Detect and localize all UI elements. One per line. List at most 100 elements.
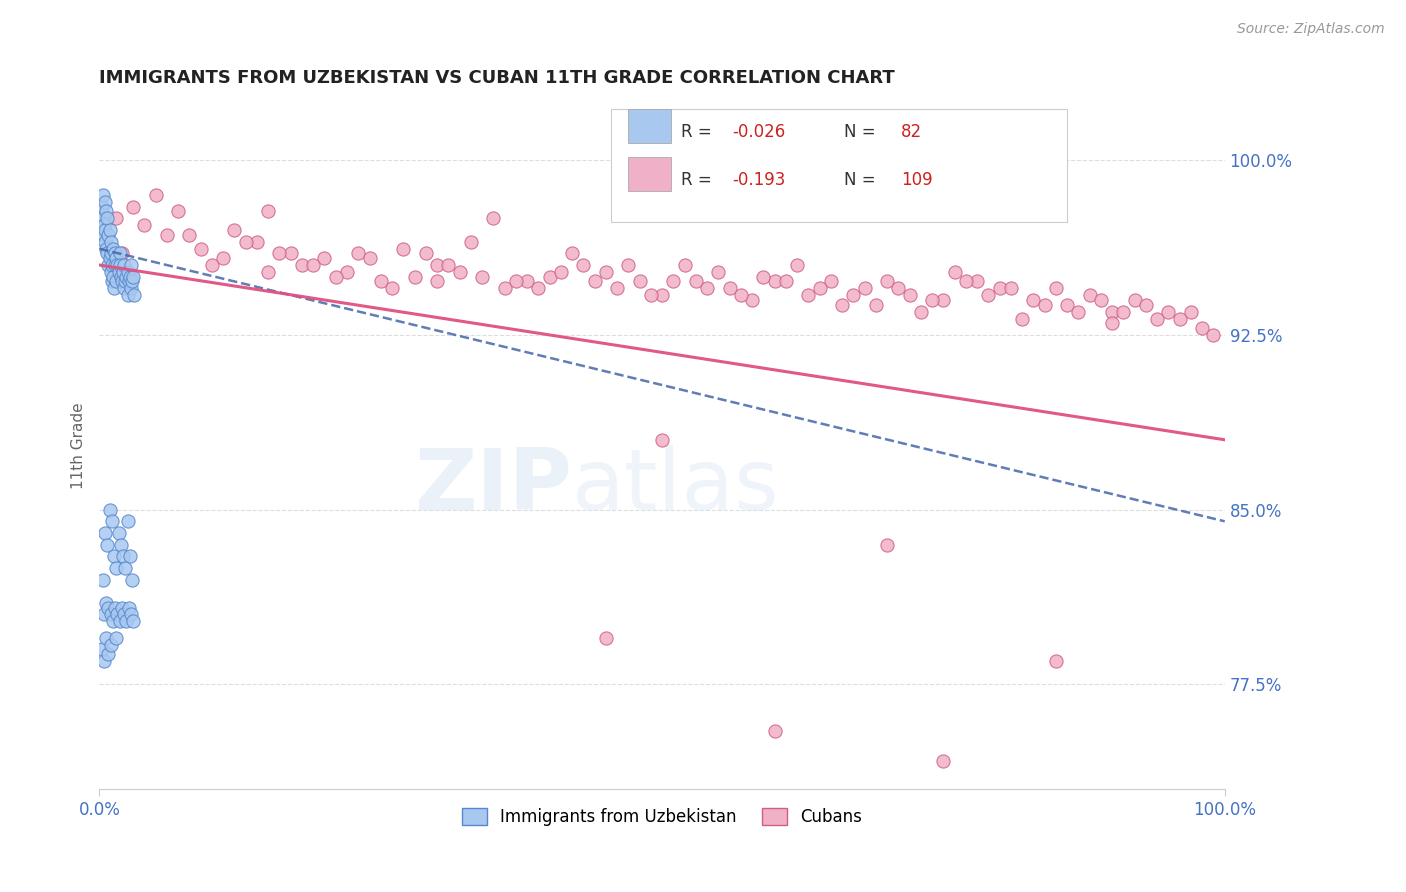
Point <box>977 288 1000 302</box>
Point <box>93 607 115 622</box>
Point <box>212 251 235 265</box>
Point <box>651 433 673 447</box>
Point <box>190 242 212 256</box>
Point <box>122 200 145 214</box>
Point <box>94 525 117 540</box>
Text: 109: 109 <box>901 170 932 189</box>
Point <box>966 274 988 288</box>
Point <box>118 274 141 288</box>
Point <box>156 227 179 242</box>
Point <box>108 615 131 629</box>
Point <box>280 246 302 260</box>
Point <box>235 235 257 249</box>
Point <box>662 274 685 288</box>
Point <box>98 223 121 237</box>
Text: N =: N = <box>845 170 882 189</box>
Point <box>898 288 921 302</box>
Point <box>117 288 139 302</box>
Point <box>943 265 966 279</box>
Point <box>1045 654 1067 668</box>
Point <box>921 293 943 307</box>
Point <box>105 631 128 645</box>
Point <box>121 274 143 288</box>
Point <box>97 258 120 272</box>
Point <box>120 607 142 622</box>
Point <box>370 274 392 288</box>
Point <box>96 631 118 645</box>
Point <box>134 219 156 233</box>
Point <box>336 265 359 279</box>
Point <box>673 258 696 272</box>
Point <box>124 288 146 302</box>
Point <box>359 251 381 265</box>
Point <box>257 265 280 279</box>
Point <box>91 188 114 202</box>
Point <box>94 195 117 210</box>
Point <box>865 298 887 312</box>
Point <box>887 281 910 295</box>
Point <box>1045 281 1067 295</box>
Point <box>1022 293 1045 307</box>
Point <box>763 274 786 288</box>
Point <box>117 265 139 279</box>
Y-axis label: 11th Grade: 11th Grade <box>72 402 86 489</box>
Point <box>122 269 145 284</box>
Point <box>1202 327 1225 342</box>
Point <box>1123 293 1146 307</box>
Point <box>1101 316 1123 330</box>
Point <box>104 246 127 260</box>
Point <box>651 288 673 302</box>
Point <box>115 269 138 284</box>
Point <box>786 258 808 272</box>
Point <box>117 514 139 528</box>
Point <box>118 549 141 564</box>
Point <box>110 269 132 284</box>
Point <box>550 265 572 279</box>
Point <box>876 538 898 552</box>
Point <box>932 293 955 307</box>
Point <box>932 754 955 768</box>
Point <box>114 274 136 288</box>
Point <box>120 258 142 272</box>
Point <box>1168 311 1191 326</box>
Point <box>201 258 224 272</box>
Point <box>314 251 336 265</box>
Text: N =: N = <box>845 122 882 141</box>
Point <box>224 223 246 237</box>
Point <box>93 654 115 668</box>
Point <box>381 281 404 295</box>
Point <box>145 188 167 202</box>
Point <box>494 281 516 295</box>
Point <box>91 573 114 587</box>
Point <box>105 274 128 288</box>
Point <box>90 642 112 657</box>
Point <box>115 615 138 629</box>
Point <box>96 246 118 260</box>
Point <box>1033 298 1056 312</box>
Point <box>107 258 129 272</box>
Point <box>100 265 122 279</box>
Point <box>98 502 121 516</box>
Point <box>269 246 291 260</box>
Point <box>121 573 143 587</box>
Point <box>302 258 325 272</box>
Point <box>100 638 122 652</box>
Text: -0.193: -0.193 <box>733 170 785 189</box>
Point <box>583 274 606 288</box>
Point <box>97 600 120 615</box>
Point <box>415 246 437 260</box>
Point <box>112 607 135 622</box>
Point <box>120 281 142 295</box>
Point <box>730 288 752 302</box>
Point <box>112 265 135 279</box>
Point <box>101 615 124 629</box>
Point <box>1090 293 1112 307</box>
Point <box>179 227 201 242</box>
Point <box>291 258 314 272</box>
Point <box>94 223 117 237</box>
Point <box>595 265 617 279</box>
Point <box>876 274 898 288</box>
Point <box>101 274 124 288</box>
Point <box>505 274 527 288</box>
Point <box>561 246 583 260</box>
